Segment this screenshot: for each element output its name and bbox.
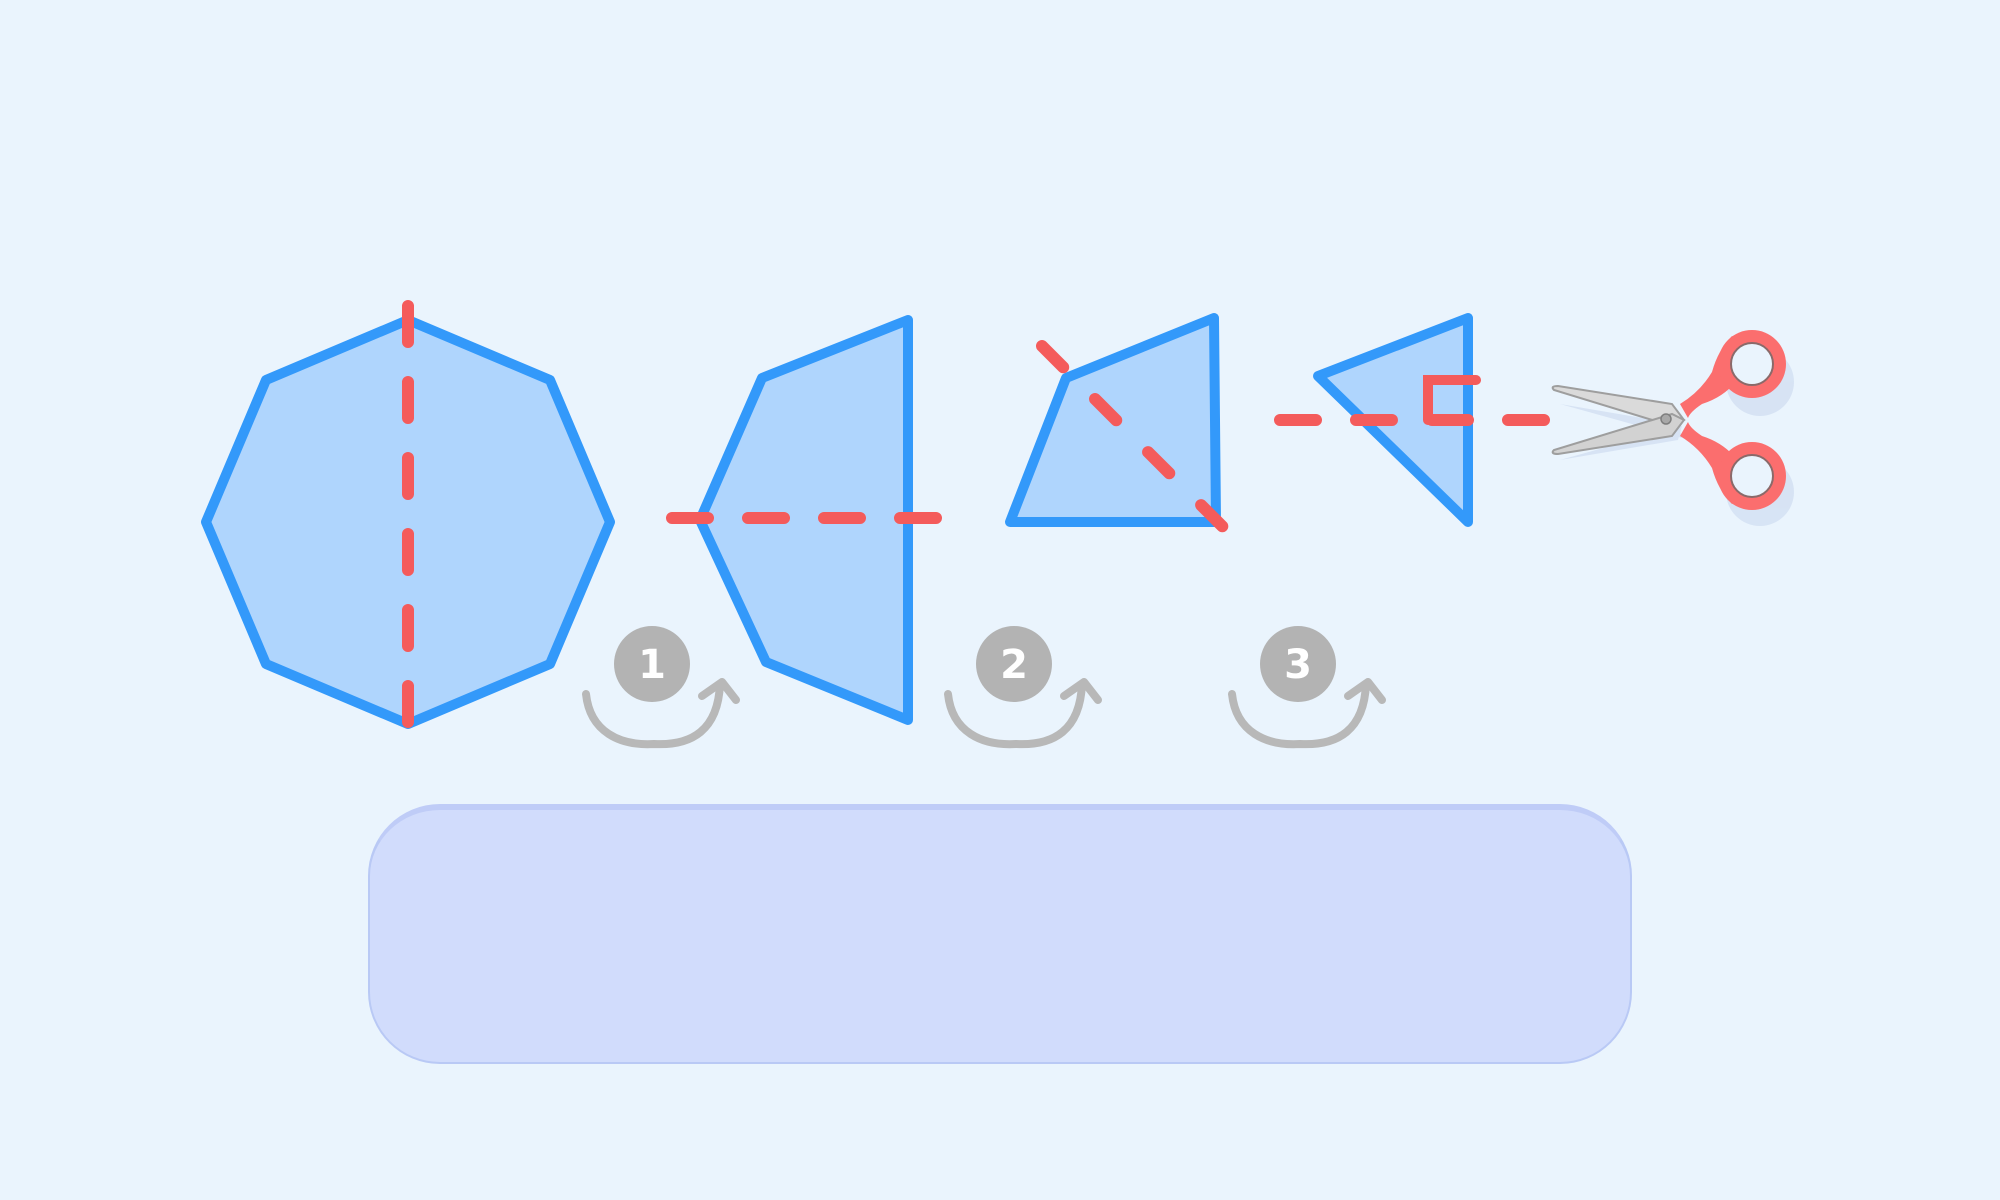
right-angle-mark	[1423, 375, 1481, 425]
step-badge-1	[614, 626, 690, 702]
step-number-3: 3	[1284, 642, 1312, 688]
scissors-icon	[1551, 330, 1794, 526]
curved-arrow-3	[1228, 680, 1370, 749]
arrowhead-3	[1344, 678, 1386, 704]
curved-arrow-2	[944, 680, 1086, 749]
step-3: 3	[1228, 626, 1386, 749]
step-2: 2	[944, 626, 1102, 749]
step-number-2: 2	[1000, 642, 1028, 688]
octagon-figure	[201, 300, 615, 744]
step-number-1: 1	[638, 642, 666, 688]
arrowhead-1	[698, 678, 740, 704]
step-badge-3	[1260, 626, 1336, 702]
arrowhead-2	[1060, 678, 1102, 704]
half-octagon-figure	[666, 315, 946, 725]
step-1: 1	[582, 626, 740, 749]
step-badge-2	[976, 626, 1052, 702]
answer-box[interactable]	[368, 804, 1632, 1064]
half-octagon-shape	[695, 315, 913, 725]
curved-arrow-1	[582, 680, 724, 749]
cut-line-3	[1036, 340, 1240, 544]
quarter-figure	[1005, 313, 1240, 544]
triangle-figure	[1274, 313, 1554, 527]
